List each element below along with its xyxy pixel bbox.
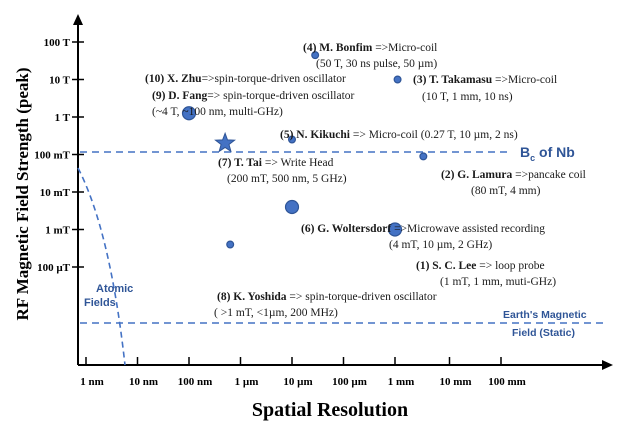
marker-point-6 — [284, 199, 300, 215]
y-tick-label: 100 T — [44, 37, 71, 49]
label-7: (7) T. Tai => Write Head — [218, 157, 334, 169]
label-8: (8) K. Yoshida => spin-torque-driven osc… — [217, 291, 437, 303]
label-4: (4) M. Bonfim =>Micro-coil — [303, 42, 437, 54]
detail-4: (50 T, 30 ns pulse, 50 µm) — [316, 58, 437, 70]
x-tick-label: 100 mm — [488, 376, 526, 388]
detail-3: (10 T, 1 mm, 10 ns) — [422, 91, 513, 103]
y-tick-label: 10 mT — [40, 187, 71, 199]
marker-point-2 — [419, 152, 428, 161]
marker-point-5 — [288, 135, 297, 144]
x-axis-arrow — [602, 360, 613, 370]
marker-point-7 — [214, 131, 236, 153]
x-tick-label: 1 mm — [388, 376, 415, 388]
y-tick-label: 100 µT — [37, 262, 71, 274]
x-tick-label: 10 mm — [439, 376, 471, 388]
detail-1: (1 mT, 1 mm, muti-GHz) — [440, 276, 556, 288]
detail-7: (200 mT, 500 nm, 5 GHz) — [227, 173, 347, 185]
y-tick-label: 10 T — [49, 75, 71, 87]
marker-point-1 — [387, 222, 403, 237]
label-9: (9) D. Fang=> spin-torque-driven oscilla… — [152, 90, 355, 102]
label-10: (10) X. Zhu=>spin-torque-driven oscillat… — [145, 73, 346, 85]
marker-point-8 — [226, 240, 235, 249]
detail-8: ( >1 mT, <1µm, 200 MHz) — [214, 307, 338, 319]
atomic-fields-label-1: Atomic — [96, 283, 133, 295]
detail-9: (~4 T, ~100 nm, multi-GHz) — [152, 106, 283, 118]
x-ticks: 1 nm 10 nm 100 nm 1 µm 10 µm 100 µm 1 mm 10 mm 1… — [80, 357, 526, 388]
marker-point-3 — [393, 75, 402, 84]
marker-point-9 — [181, 106, 197, 121]
nb-label: Bc of Nb — [520, 144, 575, 163]
y-axis-title: RF Magnetic Field Strength (peak) — [13, 67, 32, 320]
detail-2: (80 mT, 4 mm) — [471, 185, 541, 197]
label-6: (6) G. Woltersdorf =>Microwave assisted … — [301, 223, 545, 235]
label-5: (5) N. Kikuchi => Micro-coil (0.27 T, 10… — [280, 129, 518, 141]
x-tick-label: 100 nm — [178, 376, 213, 388]
data-markers — [181, 51, 428, 249]
x-axis-title: Spatial Resolution — [252, 399, 408, 421]
x-tick-label: 100 µm — [332, 376, 367, 388]
label-3: (3) T. Takamasu =>Micro-coil — [413, 74, 557, 86]
x-tick-label: 1 nm — [80, 376, 104, 388]
y-tick-label: 1 T — [55, 112, 71, 124]
earth-label-1: Earth's Magnetic — [503, 309, 587, 321]
detail-6: (4 mT, 10 µm, 2 GHz) — [389, 239, 492, 251]
y-ticks: 100 T 10 T 1 T 100 mT 10 mT 1 mT 100 µT — [34, 37, 84, 274]
marker-point-4 — [311, 51, 320, 60]
x-tick-label: 1 µm — [235, 376, 259, 388]
y-axis-arrow — [73, 14, 83, 25]
x-tick-label: 10 µm — [283, 376, 312, 388]
label-2: (2) G. Lamura =>pancake coil — [441, 169, 586, 181]
earth-label-2: Field (Static) — [512, 327, 575, 339]
atomic-fields-curve — [77, 167, 126, 366]
label-1: (1) S. C. Lee => loop probe — [416, 260, 545, 272]
y-tick-label: 1 mT — [45, 225, 70, 237]
atomic-fields-label-2: Fields — [84, 297, 116, 309]
y-tick-label: 100 mT — [34, 150, 70, 162]
x-tick-label: 10 nm — [129, 376, 158, 388]
